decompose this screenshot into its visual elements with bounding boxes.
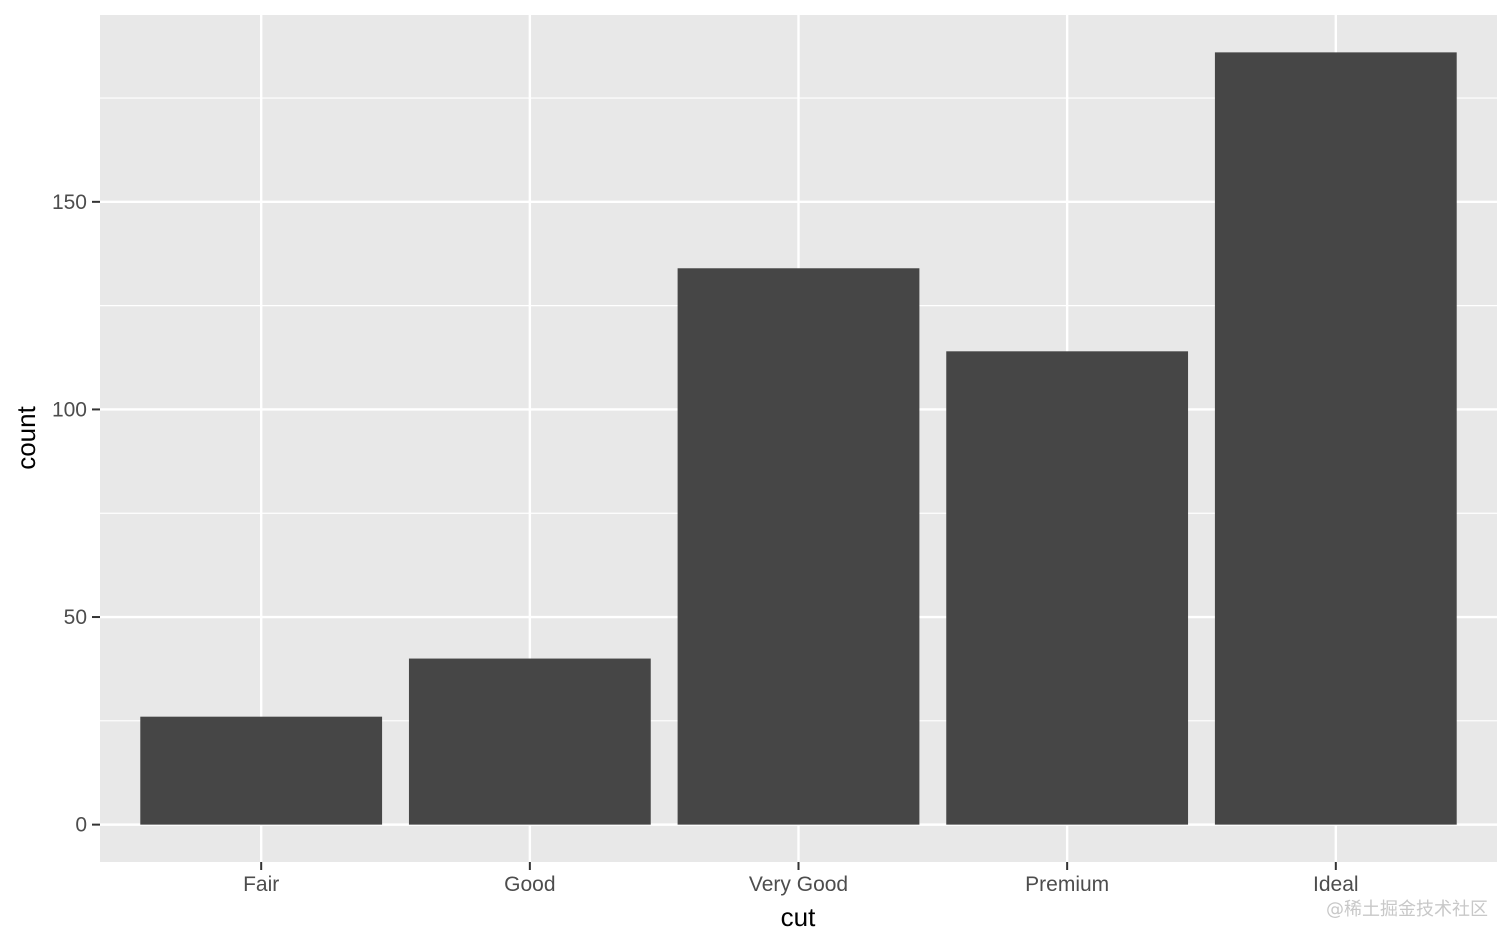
bar-fair — [140, 716, 383, 825]
x-tick-label: Ideal — [1313, 873, 1359, 896]
x-axis-title: cut — [781, 902, 816, 932]
axis-ticks — [92, 200, 1337, 870]
bar-ideal — [1214, 52, 1457, 825]
x-tick-label: Premium — [1025, 873, 1109, 896]
bar-very-good — [677, 268, 920, 825]
x-tick-label: Fair — [243, 873, 279, 896]
watermark: @稀土掘金技术社区 — [1326, 899, 1488, 920]
tick-labels: 0 50 100 150 Fair Good Very Good Premium Ideal — [52, 191, 1359, 896]
x-tick-label: Good — [504, 873, 555, 896]
y-axis-title: count — [11, 405, 41, 469]
y-tick-label: 0 — [75, 814, 87, 837]
x-tick-label: Very Good — [749, 873, 848, 896]
bar-good — [408, 658, 651, 825]
bars — [140, 52, 1457, 825]
bar-premium — [946, 351, 1189, 825]
y-tick-label: 50 — [64, 606, 87, 629]
y-tick-label: 100 — [52, 398, 87, 421]
y-tick-label: 150 — [52, 191, 87, 214]
